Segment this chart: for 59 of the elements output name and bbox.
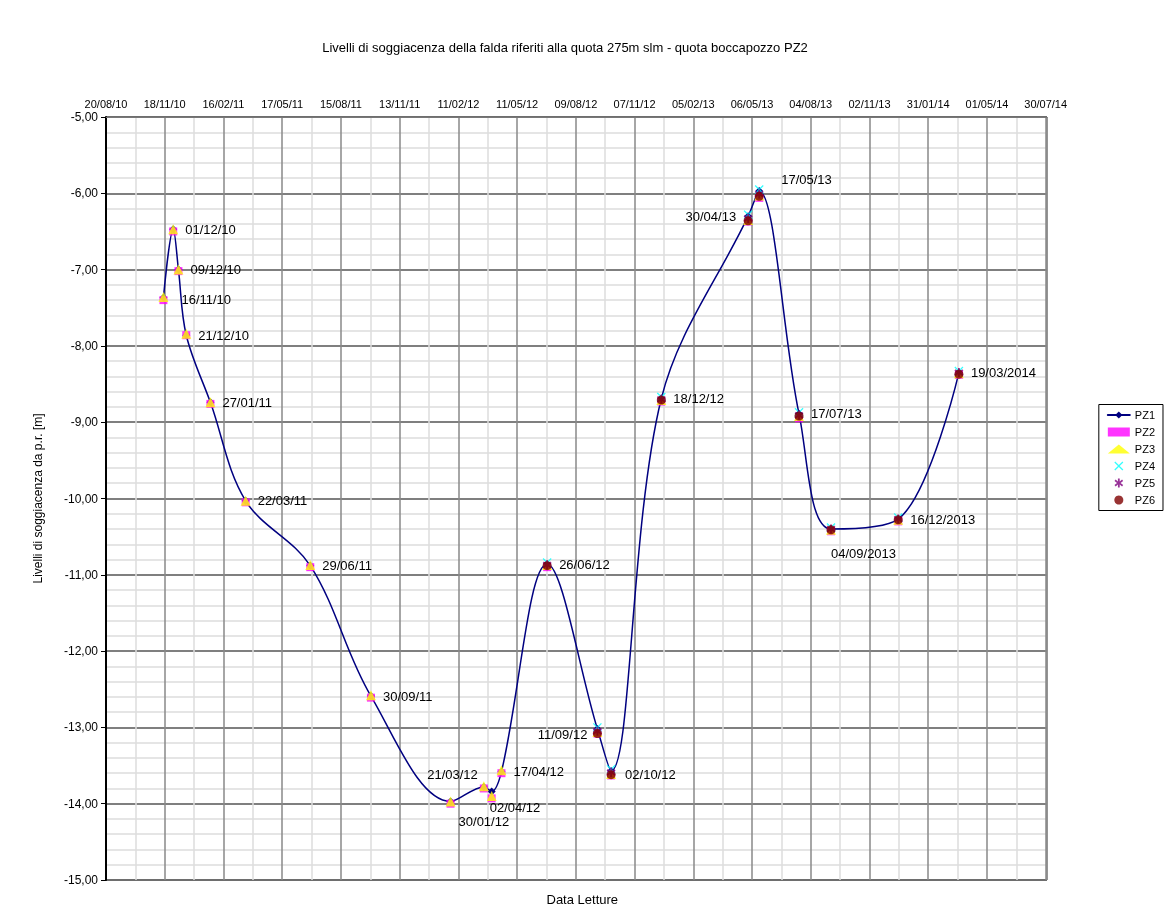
legend-label: PZ4 bbox=[1134, 460, 1156, 472]
annotation: 30/04/13 bbox=[685, 208, 737, 224]
x-tick-label: 16/02/11 bbox=[202, 97, 245, 110]
y-tick-label: -12,00 bbox=[63, 644, 99, 659]
x-tick-label: 18/11/10 bbox=[143, 97, 186, 110]
x-axis-title: Data Letture bbox=[546, 892, 619, 907]
x-tick-label: 01/05/14 bbox=[965, 97, 1009, 110]
annotation: 30/01/12 bbox=[458, 813, 510, 829]
legend-label: PZ3 bbox=[1134, 443, 1156, 455]
y-tick-label: -10,00 bbox=[63, 491, 99, 506]
x-tick-label: 05/02/13 bbox=[671, 97, 715, 110]
legend-label: PZ1 bbox=[1134, 409, 1156, 421]
annotation: 30/09/11 bbox=[382, 688, 433, 704]
x-tick-label: 31/01/14 bbox=[906, 97, 950, 110]
legend-label: PZ5 bbox=[1134, 477, 1156, 489]
x-tick-label: 20/08/10 bbox=[84, 97, 128, 110]
y-tick-label: -7,00 bbox=[70, 262, 99, 277]
annotation: 16/11/10 bbox=[181, 292, 232, 308]
x-tick-label: 11/02/12 bbox=[437, 97, 480, 110]
annotation: 26/06/12 bbox=[559, 556, 610, 572]
x-tick-label: 09/08/12 bbox=[554, 97, 598, 110]
annotation: 18/12/12 bbox=[673, 391, 724, 407]
annotation: 01/12/10 bbox=[185, 221, 236, 237]
annotation: 27/01/11 bbox=[222, 394, 273, 410]
annotation: 22/03/11 bbox=[257, 493, 308, 509]
x-tick-label: 04/08/13 bbox=[789, 97, 833, 110]
legend-label: PZ2 bbox=[1134, 426, 1156, 438]
annotation: 11/09/12 bbox=[537, 727, 588, 743]
y-tick-label: -9,00 bbox=[70, 415, 99, 430]
x-tick-label: 06/05/13 bbox=[730, 97, 774, 110]
annotation: 19/03/2014 bbox=[970, 365, 1036, 381]
legend-label: PZ6 bbox=[1134, 494, 1156, 506]
annotation: 09/12/10 bbox=[190, 262, 242, 278]
x-tick-label: 02/11/13 bbox=[848, 97, 891, 110]
y-axis-title: Livelli di soggiacenza da p.r. [m] bbox=[31, 413, 45, 584]
annotation: 02/04/12 bbox=[489, 799, 541, 815]
annotation: 02/10/12 bbox=[625, 767, 676, 783]
annotation: 17/04/12 bbox=[513, 764, 565, 780]
y-tick-label: -5,00 bbox=[70, 110, 99, 124]
x-tick-label: 13/11/11 bbox=[379, 97, 421, 110]
y-tick-label: -13,00 bbox=[63, 720, 99, 735]
x-tick-label: 11/05/12 bbox=[496, 97, 539, 110]
x-tick-label: 17/05/11 bbox=[261, 97, 304, 110]
annotation: 17/05/13 bbox=[781, 171, 832, 187]
x-tick-label: 07/11/12 bbox=[613, 97, 656, 110]
annotation: 16/12/2013 bbox=[910, 511, 976, 527]
x-tick-label: 15/08/11 bbox=[319, 97, 362, 110]
annotation: 29/06/11 bbox=[322, 558, 372, 574]
annotation: 21/12/10 bbox=[198, 327, 249, 343]
annotation: 04/09/2013 bbox=[831, 545, 897, 561]
annotation: 21/03/12 bbox=[427, 767, 478, 783]
y-tick-label: -6,00 bbox=[70, 186, 99, 201]
y-tick-label: -14,00 bbox=[63, 796, 99, 811]
chart-title: Livelli di soggiacenza della falda riferiti alla quota 275m slm - quota boccapozzo PZ2 bbox=[322, 40, 808, 55]
annotation: 17/07/13 bbox=[811, 406, 862, 422]
x-tick-label: 30/07/14 bbox=[1024, 97, 1068, 110]
y-tick-label: -15,00 bbox=[63, 873, 99, 887]
y-tick-label: -8,00 bbox=[70, 338, 99, 353]
y-tick-label: -11,00 bbox=[64, 567, 99, 582]
